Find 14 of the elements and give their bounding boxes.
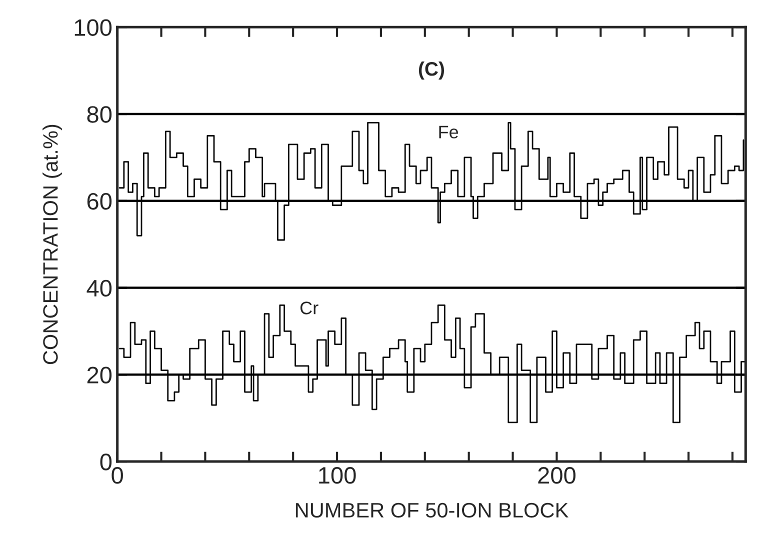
- y-axis-title: CONCENTRATION (at.%): [42, 124, 62, 364]
- y-tick-label: 40: [86, 280, 112, 297]
- y-tick-label: 100: [74, 19, 112, 36]
- x-tick-label: 0: [112, 467, 123, 484]
- series-label: Fe: [439, 126, 458, 138]
- y-tick-label: 0: [100, 454, 112, 470]
- x-tick-label: 200: [538, 467, 576, 484]
- x-axis-title: NUMBER OF 50-ION BLOCK: [296, 502, 568, 518]
- annotation: (C): [418, 62, 444, 80]
- y-tick-label: 80: [87, 106, 112, 123]
- y-tick-label: 60: [87, 192, 112, 210]
- x-tick-label: 100: [319, 467, 356, 484]
- y-tick-label: 20: [87, 366, 112, 384]
- series-label: Cr: [300, 302, 318, 314]
